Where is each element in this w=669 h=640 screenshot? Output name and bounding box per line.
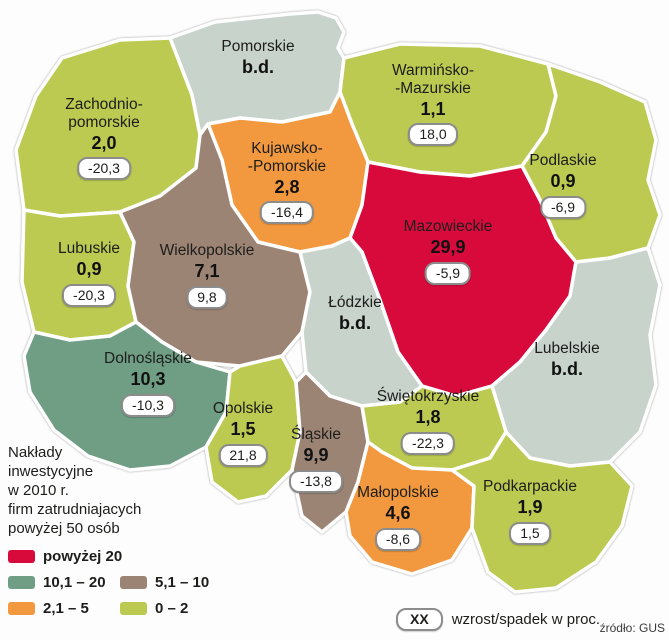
legend-swatch-brown: [120, 576, 147, 590]
legend-row: 2,1 – 5 0 – 2: [8, 600, 248, 617]
region-value: b.d.: [242, 56, 274, 77]
footnote: XX wzrost/spadek w proc.: [396, 608, 600, 631]
region-name: Zachodnio- pomorskie: [65, 96, 143, 131]
legend-item-5-10: 5,1 – 10: [120, 574, 232, 591]
legend-label: 5,1 – 10: [155, 574, 210, 592]
region-value: 29,9: [430, 236, 466, 257]
region-label-podlaskie: Podlaskie 0,9 -6,9: [529, 152, 597, 219]
region-label-dolnoslaskie: Dolnośląskie 10,3 -10,3: [104, 350, 192, 417]
region-name: Lubuskie: [57, 240, 121, 257]
legend-swatch-red: [8, 550, 35, 564]
region-name: Dolnośląskie: [104, 350, 192, 367]
region-change-badge: -8,6: [374, 527, 422, 551]
region-name: Małopolskie: [357, 484, 439, 501]
region-label-lubuskie: Lubuskie 0,9 -20,3: [58, 240, 120, 307]
region-name: Opolskie: [212, 400, 274, 417]
region-name: Pomorskie: [221, 38, 295, 55]
region-value: 0,9: [550, 170, 576, 191]
region-value: b.d.: [551, 358, 583, 379]
region-value: 1,5: [230, 418, 256, 439]
region-change-badge: 1,5: [509, 521, 551, 545]
legend-swatch-green: [8, 576, 35, 590]
region-label-wielkopolskie: Wielkopolskie 7,1 9,8: [159, 242, 255, 309]
region-change-badge: -20,3: [77, 157, 131, 181]
legend-label: 2,1 – 5: [43, 600, 89, 618]
region-change-badge: -22,3: [401, 431, 455, 455]
legend-label: powyżej 20: [43, 548, 123, 566]
legend-swatch-orange: [8, 602, 35, 616]
region-change-badge: 21,8: [218, 443, 268, 467]
region-value: 1,8: [415, 406, 441, 427]
region-label-lodzkie: Łódzkie b.d.: [328, 294, 381, 334]
legend-item-10-20: 10,1 – 20: [8, 574, 120, 591]
region-value: 7,1: [194, 260, 220, 281]
region-label-warminsko-mazurskie: Warmińsko- -Mazurskie 1,1 18,0: [391, 62, 475, 147]
region-value: 0,9: [76, 258, 102, 279]
legend: Nakłady inwestycyjne w 2010 r. firm zatr…: [8, 444, 248, 617]
region-change-badge: -20,3: [62, 283, 116, 307]
legend-items: powyżej 20 10,1 – 20 5,1 – 10 2,1 – 5: [8, 548, 248, 617]
region-value: 9,9: [303, 444, 329, 465]
region-label-opolskie: Opolskie 1,5 21,8: [213, 400, 273, 467]
legend-row: 10,1 – 20 5,1 – 10: [8, 574, 248, 591]
region-name: Świętokrzyskie: [376, 388, 480, 405]
region-label-zachodniopomorskie: Zachodnio- pomorskie 2,0 -20,3: [65, 96, 143, 181]
region-label-kujawsko-pomorskie: Kujawsko- -Pomorskie 2,8 -16,4: [247, 140, 327, 225]
footnote-label: wzrost/spadek w proc.: [451, 611, 601, 628]
region-label-swietokrzyskie: Świętokrzyskie 1,8 -22,3: [376, 388, 480, 455]
region-change-badge: 18,0: [408, 123, 458, 147]
region-name: Podkarpackie: [483, 478, 577, 495]
region-change-badge: -5,9: [424, 261, 472, 285]
legend-item-over-20: powyżej 20: [8, 548, 123, 566]
region-value: 4,6: [385, 502, 411, 523]
legend-label: 10,1 – 20: [43, 574, 106, 592]
region-value: b.d.: [339, 312, 371, 333]
region-name: Mazowieckie: [403, 218, 493, 235]
region-name: Warmińsko- -Mazurskie: [391, 62, 475, 97]
region-name: Lubelskie: [534, 340, 600, 357]
region-value: 1,1: [420, 98, 446, 119]
region-label-slaskie: Śląskie 9,9 -13,8: [289, 426, 343, 493]
region-change-badge: -10,3: [121, 393, 175, 417]
region-label-lubelskie: Lubelskie b.d.: [534, 340, 600, 380]
region-value: 2,0: [91, 132, 117, 153]
region-label-mazowieckie: Mazowieckie 29,9 -5,9: [403, 218, 493, 285]
region-shape-podkarpackie: [450, 430, 634, 594]
region-value: 2,8: [274, 176, 300, 197]
region-change-badge: 9,8: [186, 285, 228, 309]
region-name: Śląskie: [291, 426, 341, 443]
region-value: 1,9: [517, 496, 543, 517]
region-label-podkarpackie: Podkarpackie 1,9 1,5: [483, 478, 577, 545]
legend-item-2-5: 2,1 – 5: [8, 600, 120, 617]
region-label-pomorskie: Pomorskie b.d.: [221, 38, 294, 78]
region-name: Podlaskie: [529, 152, 597, 169]
region-name: Kujawsko- -Pomorskie: [247, 140, 327, 175]
region-name: Łódzkie: [328, 294, 382, 311]
region-label-malopolskie: Małopolskie 4,6 -8,6: [357, 484, 439, 551]
region-change-badge: -13,8: [289, 469, 343, 493]
region-change-badge: -16,4: [260, 201, 314, 225]
legend-label: 0 – 2: [155, 600, 189, 618]
region-name: Wielkopolskie: [159, 242, 255, 259]
legend-item-0-2: 0 – 2: [120, 600, 232, 617]
legend-row: powyżej 20: [8, 548, 248, 565]
region-value: 10,3: [130, 368, 166, 389]
region-change-badge: -6,9: [539, 195, 587, 219]
legend-swatch-olive: [120, 602, 147, 616]
legend-title: Nakłady inwestycyjne w 2010 r. firm zatr…: [8, 444, 142, 537]
footnote-xx-badge: XX: [396, 608, 443, 631]
source-credit: źródło: GUS: [599, 621, 665, 635]
